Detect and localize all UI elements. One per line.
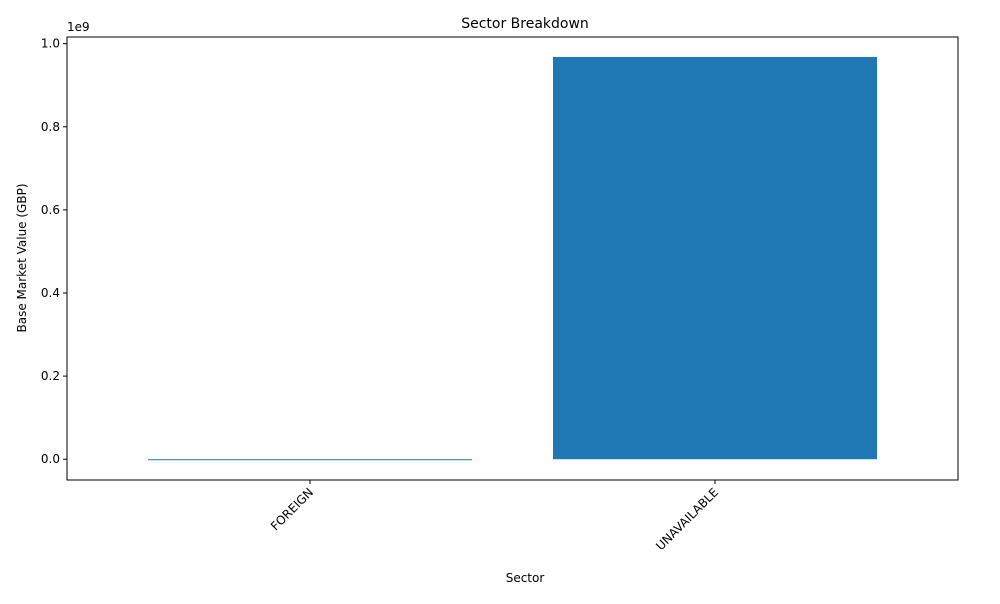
- x-axis-label: Sector: [506, 571, 545, 585]
- bar-foreign: [148, 459, 472, 461]
- y-axis-label: Base Market Value (GBP): [15, 184, 29, 333]
- y-tick-label: 0.0: [41, 452, 60, 466]
- y-ticks-layer: 0.0 0.2 0.4 0.6 0.8 1.0: [41, 37, 67, 466]
- bars-layer: [148, 56, 877, 461]
- y-tick-label: 1.0: [41, 37, 60, 51]
- y-tick-label: 0.6: [41, 203, 60, 217]
- axes-layer: [66, 36, 959, 481]
- bar-unavailable: [553, 56, 877, 460]
- plot-frame: [66, 36, 959, 481]
- y-axis-offset-label: 1e9: [67, 20, 90, 34]
- y-tick-label: 0.4: [41, 286, 60, 300]
- y-tick-label: 0.2: [41, 369, 60, 383]
- chart-title: Sector Breakdown: [461, 16, 589, 32]
- y-tick-label: 0.8: [41, 120, 60, 134]
